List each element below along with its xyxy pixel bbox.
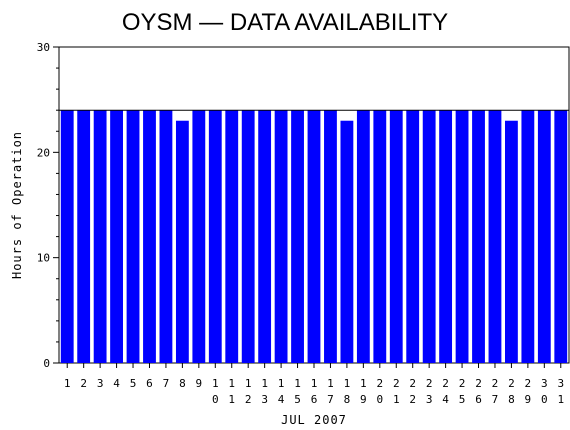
- bar-day-15: [291, 110, 304, 363]
- y-tick-label: 0: [43, 357, 50, 370]
- bar-day-9: [192, 110, 206, 363]
- bar-day-6: [143, 110, 156, 363]
- bar-day-3: [93, 110, 107, 363]
- bar-day-29: [521, 110, 535, 363]
- bar-day-26: [472, 110, 485, 363]
- x-tick-label: 5: [130, 377, 137, 390]
- bars: [60, 110, 568, 363]
- y-tick-label: 20: [37, 146, 50, 159]
- x-tick-label: 7: [163, 377, 170, 390]
- bar-day-20: [373, 110, 387, 363]
- x-tick-label: 3: [97, 377, 104, 390]
- bar-day-7: [159, 110, 173, 363]
- bar-day-25: [455, 110, 469, 363]
- bar-day-13: [258, 110, 272, 363]
- bar-day-31: [554, 110, 568, 363]
- y-axis-label: Hours of Operation: [10, 131, 24, 279]
- bar-day-21: [389, 110, 403, 363]
- bar-day-12: [241, 110, 255, 363]
- bar-day-11: [225, 110, 239, 363]
- x-axis: 1 2 3 4 5 6 7 8 9 1 01 11 21 31 41 51 61 71 81 92 02 12 22 32 42…: [64, 363, 564, 406]
- bar-day-19: [356, 110, 370, 363]
- y-tick-label: 30: [37, 41, 50, 54]
- x-tick-label: 4: [113, 377, 120, 390]
- bar-day-5: [126, 110, 140, 363]
- bar-day-2: [77, 110, 91, 363]
- bar-day-8: [175, 120, 189, 363]
- bar-day-14: [274, 110, 288, 363]
- bar-day-24: [439, 110, 453, 363]
- x-tick-label: 2: [80, 377, 87, 390]
- x-tick-label: 6: [146, 377, 153, 390]
- y-axis: 0 10 20 30: [37, 41, 59, 370]
- bar-day-1: [60, 110, 74, 363]
- x-tick-label: 8: [179, 377, 186, 390]
- bar-day-17: [324, 110, 337, 363]
- bar-day-27: [488, 110, 502, 363]
- bar-day-16: [307, 110, 321, 363]
- bar-day-22: [406, 110, 420, 363]
- bar-day-18: [340, 120, 354, 363]
- y-tick-label: 10: [37, 252, 50, 265]
- bar-day-10: [208, 110, 222, 363]
- chart-title: OYSM — DATA AVAILABILITY: [122, 9, 448, 36]
- bar-day-23: [422, 110, 436, 363]
- bar-day-30: [537, 110, 551, 363]
- bar-day-28: [505, 120, 518, 363]
- x-tick-label: 1: [64, 377, 71, 390]
- bar-day-4: [110, 110, 123, 363]
- x-tick-label: 9: [196, 377, 203, 390]
- x-axis-label: JUL 2007: [281, 413, 347, 427]
